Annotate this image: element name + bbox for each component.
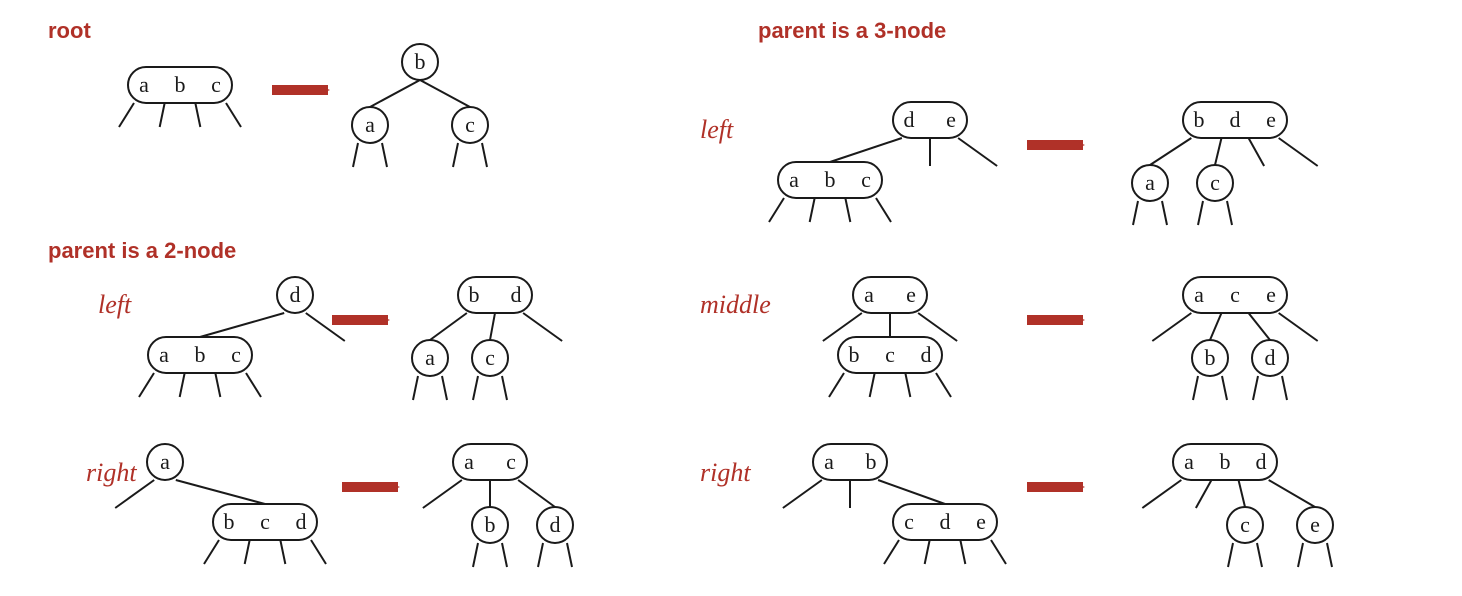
svg-text:a: a [1184, 449, 1194, 474]
svg-text:b: b [485, 512, 496, 537]
svg-text:e: e [1266, 107, 1276, 132]
svg-text:e: e [1310, 512, 1320, 537]
svg-text:e: e [946, 107, 956, 132]
svg-text:a: a [160, 449, 170, 474]
svg-text:c: c [506, 449, 516, 474]
svg-text:a: a [365, 112, 375, 137]
svg-text:d: d [550, 512, 561, 537]
svg-text:d: d [940, 509, 951, 534]
svg-text:d: d [1256, 449, 1267, 474]
svg-text:a: a [824, 449, 834, 474]
svg-text:d: d [904, 107, 915, 132]
svg-text:e: e [906, 282, 916, 307]
svg-text:b: b [849, 342, 860, 367]
svg-text:a: a [464, 449, 474, 474]
svg-text:a: a [139, 72, 149, 97]
svg-text:b: b [415, 49, 426, 74]
svg-text:c: c [211, 72, 221, 97]
svg-text:e: e [1266, 282, 1276, 307]
svg-text:b: b [469, 282, 480, 307]
svg-text:b: b [1220, 449, 1231, 474]
svg-text:d: d [296, 509, 307, 534]
svg-text:a: a [1194, 282, 1204, 307]
svg-text:a: a [864, 282, 874, 307]
svg-text:c: c [1240, 512, 1250, 537]
svg-text:c: c [231, 342, 241, 367]
svg-text:b: b [1194, 107, 1205, 132]
svg-text:a: a [789, 167, 799, 192]
svg-text:c: c [260, 509, 270, 534]
svg-text:b: b [175, 72, 186, 97]
svg-text:c: c [1210, 170, 1220, 195]
svg-text:b: b [1205, 345, 1216, 370]
svg-text:d: d [1230, 107, 1241, 132]
svg-text:c: c [861, 167, 871, 192]
svg-text:d: d [1265, 345, 1276, 370]
svg-text:c: c [885, 342, 895, 367]
svg-text:d: d [511, 282, 522, 307]
svg-text:c: c [1230, 282, 1240, 307]
svg-text:c: c [904, 509, 914, 534]
svg-text:a: a [1145, 170, 1155, 195]
svg-text:a: a [159, 342, 169, 367]
svg-text:e: e [976, 509, 986, 534]
svg-text:b: b [195, 342, 206, 367]
svg-text:d: d [921, 342, 932, 367]
svg-text:c: c [465, 112, 475, 137]
diagram-canvas: abcbacdabcbdacabcdacbddeabcbdeacaebcdace… [0, 0, 1462, 596]
svg-text:b: b [825, 167, 836, 192]
svg-text:c: c [485, 345, 495, 370]
svg-text:b: b [866, 449, 877, 474]
svg-text:b: b [224, 509, 235, 534]
svg-text:a: a [425, 345, 435, 370]
svg-text:d: d [290, 282, 301, 307]
